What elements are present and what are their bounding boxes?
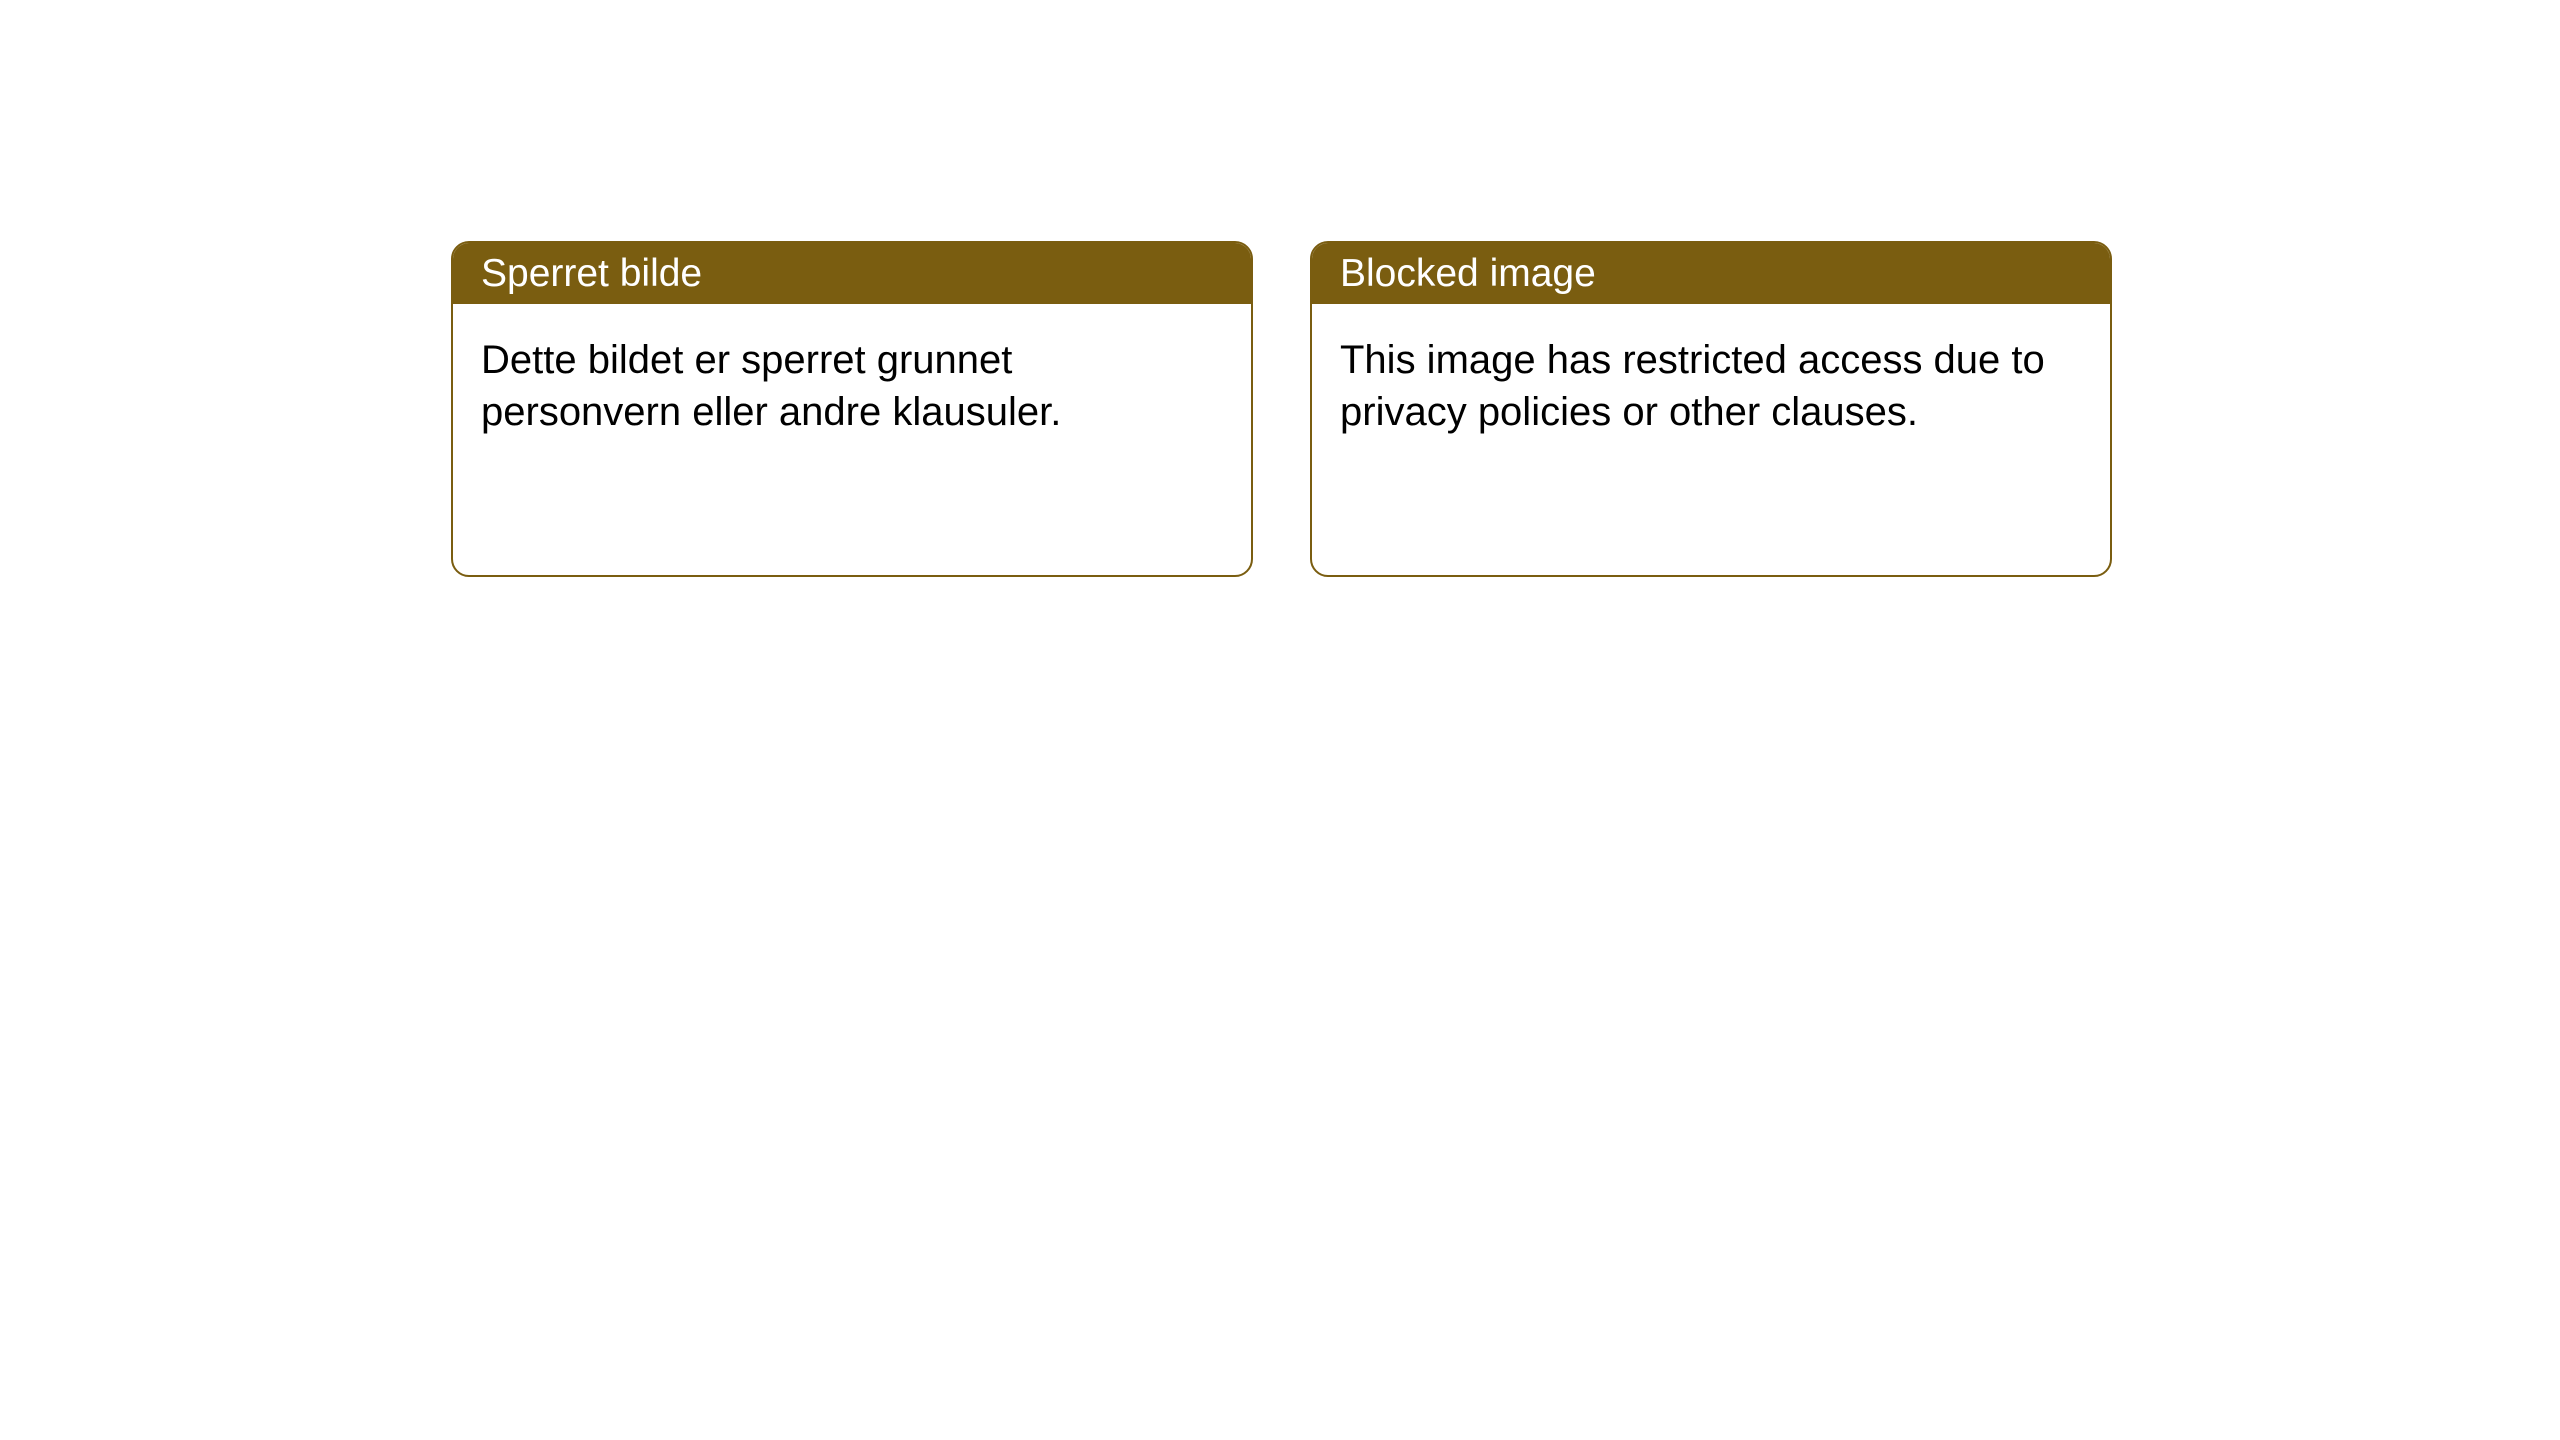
notice-cards-container: Sperret bilde Dette bildet er sperret gr… (451, 241, 2112, 577)
notice-card-norwegian: Sperret bilde Dette bildet er sperret gr… (451, 241, 1253, 577)
notice-card-english: Blocked image This image has restricted … (1310, 241, 2112, 577)
card-header: Blocked image (1312, 243, 2110, 304)
card-title: Sperret bilde (481, 252, 702, 296)
card-header: Sperret bilde (453, 243, 1251, 304)
card-message: This image has restricted access due to … (1340, 338, 2045, 434)
card-body: This image has restricted access due to … (1312, 304, 2110, 468)
card-body: Dette bildet er sperret grunnet personve… (453, 304, 1251, 468)
card-message: Dette bildet er sperret grunnet personve… (481, 338, 1061, 434)
card-title: Blocked image (1340, 252, 1596, 296)
